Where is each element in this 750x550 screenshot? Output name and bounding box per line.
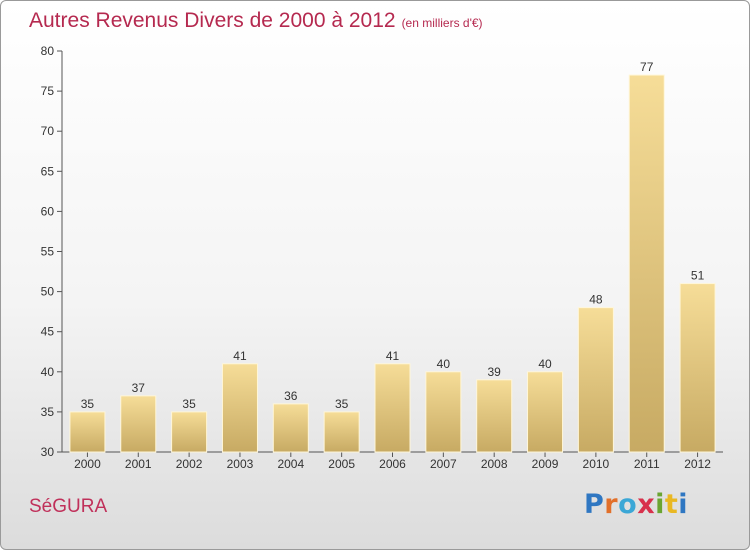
x-tick-label: 2009: [532, 457, 559, 471]
y-tick-label: 30: [41, 445, 55, 459]
x-tick-label: 2012: [684, 457, 711, 471]
bar: [323, 411, 360, 453]
y-tick-label: 75: [41, 84, 55, 98]
logo-letter: o: [618, 489, 638, 520]
data-label: 35: [335, 397, 349, 411]
bar: [69, 411, 106, 453]
data-label: 35: [182, 397, 196, 411]
bar: [272, 403, 309, 453]
logo-letter: r: [604, 489, 619, 520]
data-label: 40: [538, 357, 552, 371]
data-label: 77: [640, 60, 654, 74]
x-tick-label: 2011: [634, 457, 660, 471]
y-tick-label: 80: [41, 44, 55, 58]
x-tick-label: 2007: [430, 457, 457, 471]
y-tick-label: 60: [41, 204, 55, 218]
logo-letter: P: [584, 489, 605, 520]
y-tick-label: 65: [41, 164, 55, 178]
bar: [425, 371, 462, 453]
bar: [527, 371, 564, 453]
logo-letter: x: [637, 489, 656, 520]
data-label: 51: [691, 269, 705, 283]
y-tick-label: 35: [41, 405, 55, 419]
x-tick-label: 2002: [176, 457, 203, 471]
bar: [628, 74, 665, 453]
proxiti-logo: Proxiti: [584, 489, 688, 520]
data-label: 39: [488, 365, 502, 379]
y-tick-label: 45: [41, 325, 55, 339]
data-label: 36: [284, 389, 298, 403]
x-tick-label: 2005: [328, 457, 355, 471]
bar: [476, 379, 513, 453]
x-tick-label: 2004: [277, 457, 304, 471]
y-tick-label: 70: [41, 124, 55, 138]
bar: [221, 363, 258, 453]
chart-title: Autres Revenus Divers de 2000 à 2012 (en …: [29, 9, 483, 32]
x-tick-label: 2008: [481, 457, 508, 471]
logo-letter: i: [678, 489, 689, 520]
x-tick-label: 2000: [74, 457, 101, 471]
data-label: 41: [233, 349, 247, 363]
bar: [679, 283, 716, 453]
data-label: 37: [132, 381, 146, 395]
bar: [374, 363, 411, 453]
y-tick-label: 55: [41, 245, 55, 259]
place-name: SéGURA: [29, 496, 108, 517]
bar: [577, 307, 614, 453]
logo-letter: t: [664, 489, 679, 520]
bar: [120, 395, 157, 453]
y-tick-label: 50: [41, 285, 55, 299]
x-tick-label: 2001: [125, 457, 152, 471]
x-tick-label: 2003: [227, 457, 254, 471]
data-label: 48: [589, 293, 603, 307]
chart-subtitle: (en milliers d'€): [401, 16, 483, 30]
data-label: 40: [437, 357, 451, 371]
x-tick-label: 2010: [583, 457, 610, 471]
data-label: 41: [386, 349, 400, 363]
x-tick-label: 2006: [379, 457, 406, 471]
data-label: 35: [81, 397, 95, 411]
logo-letter: i: [655, 489, 665, 520]
y-tick-label: 40: [41, 365, 55, 379]
bar: [171, 411, 208, 453]
